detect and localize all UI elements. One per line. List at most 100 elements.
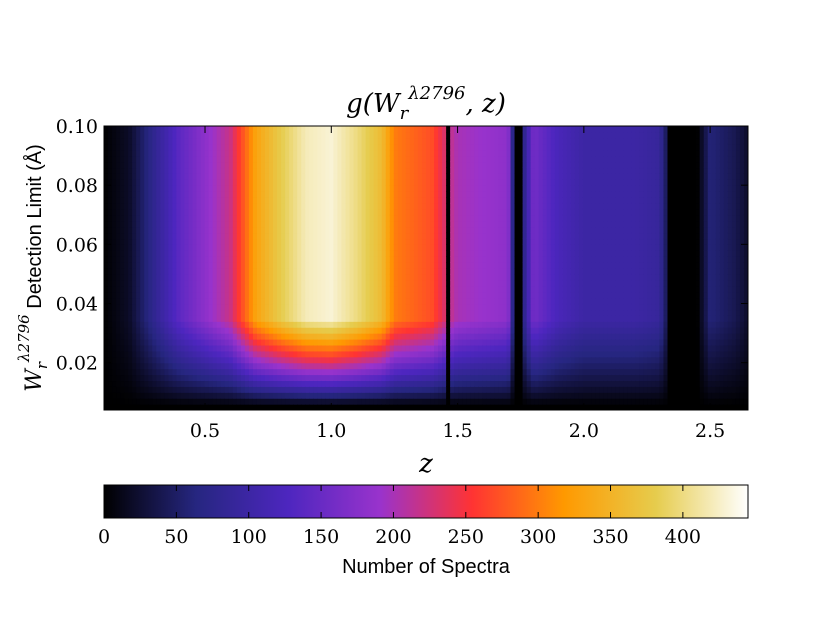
heatmap-cell [442,333,447,340]
heatmap-cell [273,386,278,393]
heatmap-cell [317,126,322,133]
heatmap-cell [180,191,186,198]
heatmap-cell [373,297,379,305]
heatmap-cell [381,191,387,198]
heatmap-cell [434,143,439,151]
heatmap-cell [373,226,379,234]
heatmap-cell [506,321,512,328]
heatmap-cell [196,404,202,410]
heatmap-cell [260,356,266,364]
heatmap-cell [409,250,415,257]
heatmap-cell [188,273,194,281]
heatmap-cell [373,374,379,382]
heatmap-cell [397,208,403,216]
heatmap-cell [393,273,399,281]
heatmap-cell [514,297,520,305]
heatmap-cell [116,167,121,174]
heatmap-cell [132,137,137,145]
heatmap-cell [224,143,230,151]
heatmap-cell [112,214,117,222]
heatmap-cell [413,256,419,263]
heatmap-cell [232,137,238,145]
heatmap-cell [349,309,355,316]
heatmap-cell [124,362,129,370]
heatmap-cell [494,321,500,328]
heatmap-cell [434,309,439,316]
heatmap-cell [341,398,347,405]
heatmap-cell [260,392,266,399]
heatmap-cell [494,303,500,311]
heatmap-cell [188,185,194,192]
heatmap-cell [349,173,355,180]
heatmap-cell [305,321,310,328]
heatmap-cell [112,226,117,234]
heatmap-cell [450,238,455,245]
heatmap-cell [309,226,314,234]
heatmap-cell [152,232,157,240]
heatmap-cell [244,244,250,251]
heatmap-cell [381,386,387,393]
heatmap-cell [289,155,294,163]
heatmap-cell [289,309,294,316]
heatmap-cell [365,179,371,186]
heatmap-cell [486,226,491,234]
heatmap-cell [144,202,149,210]
heatmap-cell [196,344,202,352]
heatmap-cell [514,161,520,169]
heatmap-cell [466,315,471,322]
heatmap-cell [317,262,322,269]
heatmap-cell [212,226,218,234]
heatmap-cell [108,256,113,263]
heatmap-cell [212,268,218,275]
heatmap-cell [506,386,512,393]
heatmap-cell [172,268,178,275]
heatmap-cell [184,126,190,133]
heatmap-cell [434,315,439,322]
heatmap-cell [377,404,383,410]
heatmap-cell [252,392,258,399]
heatmap-cell [426,333,431,340]
heatmap-cell [192,380,198,387]
heatmap-cell [252,356,258,364]
heatmap-cell [430,404,435,410]
heatmap-cell [224,339,230,346]
heatmap-cell [120,197,125,204]
heatmap-cell [397,126,403,133]
heatmap-cell [228,273,234,281]
heatmap-cell [140,368,145,376]
heatmap-cell [369,131,375,139]
heatmap-cell [124,155,129,163]
heatmap-cell [421,262,427,269]
heatmap-cell [474,173,479,180]
heatmap-cell [168,244,174,251]
heatmap-cell [446,143,451,151]
heatmap-cell [260,262,266,269]
heatmap-cell [285,321,290,328]
heatmap-cell [208,268,214,275]
heatmap-cell [208,309,214,316]
heatmap-cell [329,344,335,352]
heatmap-cell [426,126,431,133]
heatmap-cell [240,197,246,204]
heatmap-cell [285,315,290,322]
heatmap-cell [434,297,439,305]
heatmap-cell [108,327,113,334]
heatmap-cell [413,392,419,399]
heatmap-cell [474,250,479,257]
heatmap-cell [321,126,326,133]
heatmap-cell [482,238,487,245]
heatmap-cell [397,356,403,364]
heatmap-cell [120,333,125,340]
heatmap-cell [466,350,471,358]
heatmap-cell [522,380,528,387]
heatmap-cell [397,315,403,322]
heatmap-cell [172,392,178,399]
heatmap-cell [116,238,121,245]
heatmap-cell [474,256,479,263]
heatmap-cell [313,368,318,376]
heatmap-cell [164,197,169,204]
heatmap-cell [514,374,520,382]
heatmap-cell [466,285,471,293]
heatmap-cell [401,321,407,328]
heatmap-cell [293,226,298,234]
